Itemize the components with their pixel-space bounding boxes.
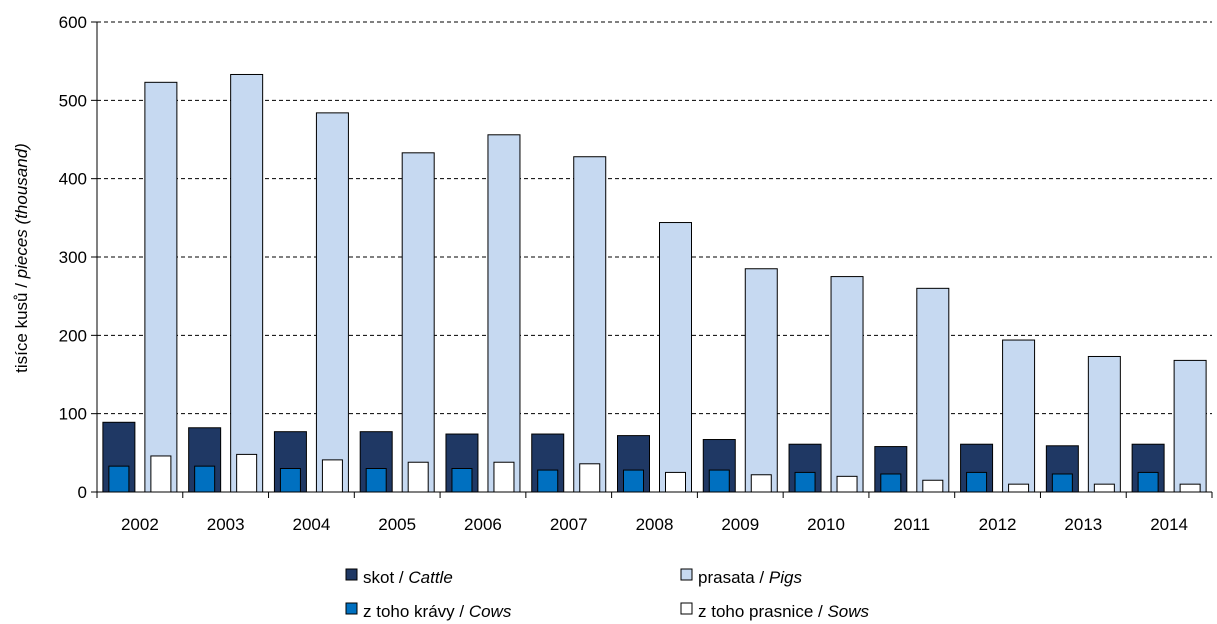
legend-label-cattle: skot / Cattle bbox=[363, 568, 453, 587]
x-tick-label: 2008 bbox=[636, 515, 674, 534]
bar-sows bbox=[407, 461, 429, 493]
axes bbox=[96, 22, 1213, 498]
legend-item-pigs: prasata / Pigs bbox=[680, 568, 802, 587]
legend-label-cattle-en: Cattle bbox=[408, 568, 452, 587]
bar-pigs bbox=[401, 152, 435, 493]
legend-swatch-cows bbox=[345, 602, 358, 615]
legend-item-cattle: skot / Cattle bbox=[345, 568, 453, 587]
bar-sows bbox=[579, 463, 601, 493]
legend-label-sows-main: z toho prasnice / bbox=[698, 602, 827, 621]
bar-cows bbox=[794, 471, 816, 493]
bar-sows bbox=[922, 479, 944, 493]
legend-label-pigs-main: prasata / bbox=[698, 568, 769, 587]
y-tick-label: 300 bbox=[59, 248, 87, 267]
x-tick-label: 2003 bbox=[207, 515, 245, 534]
y-axis-title: tisíce kusů / pieces (thousand) bbox=[12, 143, 31, 373]
bar-cows bbox=[279, 468, 301, 493]
bar-pigs bbox=[1087, 355, 1121, 493]
legend-label-sows-en: Sows bbox=[827, 602, 869, 621]
bar-pigs bbox=[659, 222, 692, 493]
bar-cows bbox=[623, 469, 644, 493]
bar-sows bbox=[750, 474, 772, 493]
y-tick-label: 100 bbox=[59, 405, 87, 424]
bar-cows bbox=[708, 469, 730, 493]
bar-pigs bbox=[1002, 339, 1036, 493]
bar-cows bbox=[451, 468, 473, 493]
x-tick-label: 2006 bbox=[464, 515, 502, 534]
bar-pigs bbox=[573, 156, 607, 493]
legend-label-pigs-en: Pigs bbox=[769, 568, 803, 587]
x-tick-label: 2014 bbox=[1150, 515, 1188, 534]
legend-item-cows: z toho krávy / Cows bbox=[345, 602, 512, 621]
bar-sows bbox=[1093, 483, 1115, 493]
bar-pigs bbox=[144, 81, 178, 493]
bar-pigs bbox=[230, 73, 264, 493]
bar-cows bbox=[537, 469, 559, 493]
bar-cows bbox=[880, 473, 902, 493]
bar-sows bbox=[1008, 483, 1030, 493]
x-tick-label: 2013 bbox=[1064, 515, 1102, 534]
x-tick-label: 2004 bbox=[293, 515, 331, 534]
legend-item-sows: z toho prasnice / Sows bbox=[680, 602, 870, 621]
bar-pigs bbox=[315, 112, 349, 493]
x-tick-label: 2011 bbox=[894, 515, 931, 534]
bar-pigs bbox=[744, 268, 778, 493]
legend-label-pigs: prasata / Pigs bbox=[698, 568, 802, 587]
bar-cows bbox=[1137, 471, 1159, 493]
bars bbox=[102, 73, 1207, 493]
bar-cows bbox=[108, 465, 130, 493]
bar-sows bbox=[665, 471, 686, 493]
bar-cows bbox=[1051, 473, 1073, 493]
bar-sows bbox=[836, 475, 858, 493]
y-tick-label: 0 bbox=[78, 483, 87, 502]
legend-label-cows: z toho krávy / Cows bbox=[363, 602, 512, 621]
x-tick-label: 2002 bbox=[121, 515, 159, 534]
y-axis-title-en: pieces (thousand) bbox=[12, 143, 31, 279]
legend-swatch-cattle bbox=[345, 568, 358, 581]
legend-label-cows-main: z toho krávy / bbox=[363, 602, 469, 621]
x-tick-label: 2012 bbox=[979, 515, 1017, 534]
bar-pigs bbox=[916, 287, 950, 493]
legend: skot / Cattle prasata / Pigs z toho kráv… bbox=[345, 568, 870, 621]
legend-label-cattle-main: skot / bbox=[363, 568, 408, 587]
bar-sows bbox=[1179, 483, 1201, 493]
y-tick-labels: 0 100 200 300 400 500 600 bbox=[59, 13, 87, 502]
legend-label-sows: z toho prasnice / Sows bbox=[698, 602, 870, 621]
y-tick-label: 600 bbox=[59, 13, 87, 32]
legend-swatch-sows bbox=[680, 602, 693, 615]
bar-pigs bbox=[487, 134, 521, 493]
bar-sows bbox=[493, 461, 515, 493]
bar-cows bbox=[966, 471, 988, 493]
bar-sows bbox=[150, 455, 172, 493]
bar-cows bbox=[365, 468, 387, 493]
legend-swatch-pigs bbox=[680, 568, 693, 581]
x-tick-label: 2010 bbox=[807, 515, 845, 534]
bar-pigs bbox=[830, 276, 864, 493]
y-tick-label: 500 bbox=[59, 91, 87, 110]
x-tick-label: 2007 bbox=[550, 515, 588, 534]
gridlines bbox=[91, 21, 1212, 493]
y-axis-title-main: tisíce kusů / bbox=[12, 278, 31, 372]
x-tick-label: 2005 bbox=[378, 515, 416, 534]
legend-label-cows-en: Cows bbox=[469, 602, 512, 621]
bar-sows bbox=[236, 453, 258, 493]
bar-cows bbox=[194, 465, 216, 493]
bar-pigs bbox=[1173, 359, 1207, 493]
y-tick-label: 400 bbox=[59, 170, 87, 189]
x-tick-labels: 2002 2003 2004 2005 2006 2007 2008 2009 2010 2011… bbox=[121, 515, 1188, 534]
bar-sows bbox=[321, 459, 343, 493]
y-tick-label: 200 bbox=[59, 326, 87, 345]
x-tick-label: 2009 bbox=[721, 515, 759, 534]
